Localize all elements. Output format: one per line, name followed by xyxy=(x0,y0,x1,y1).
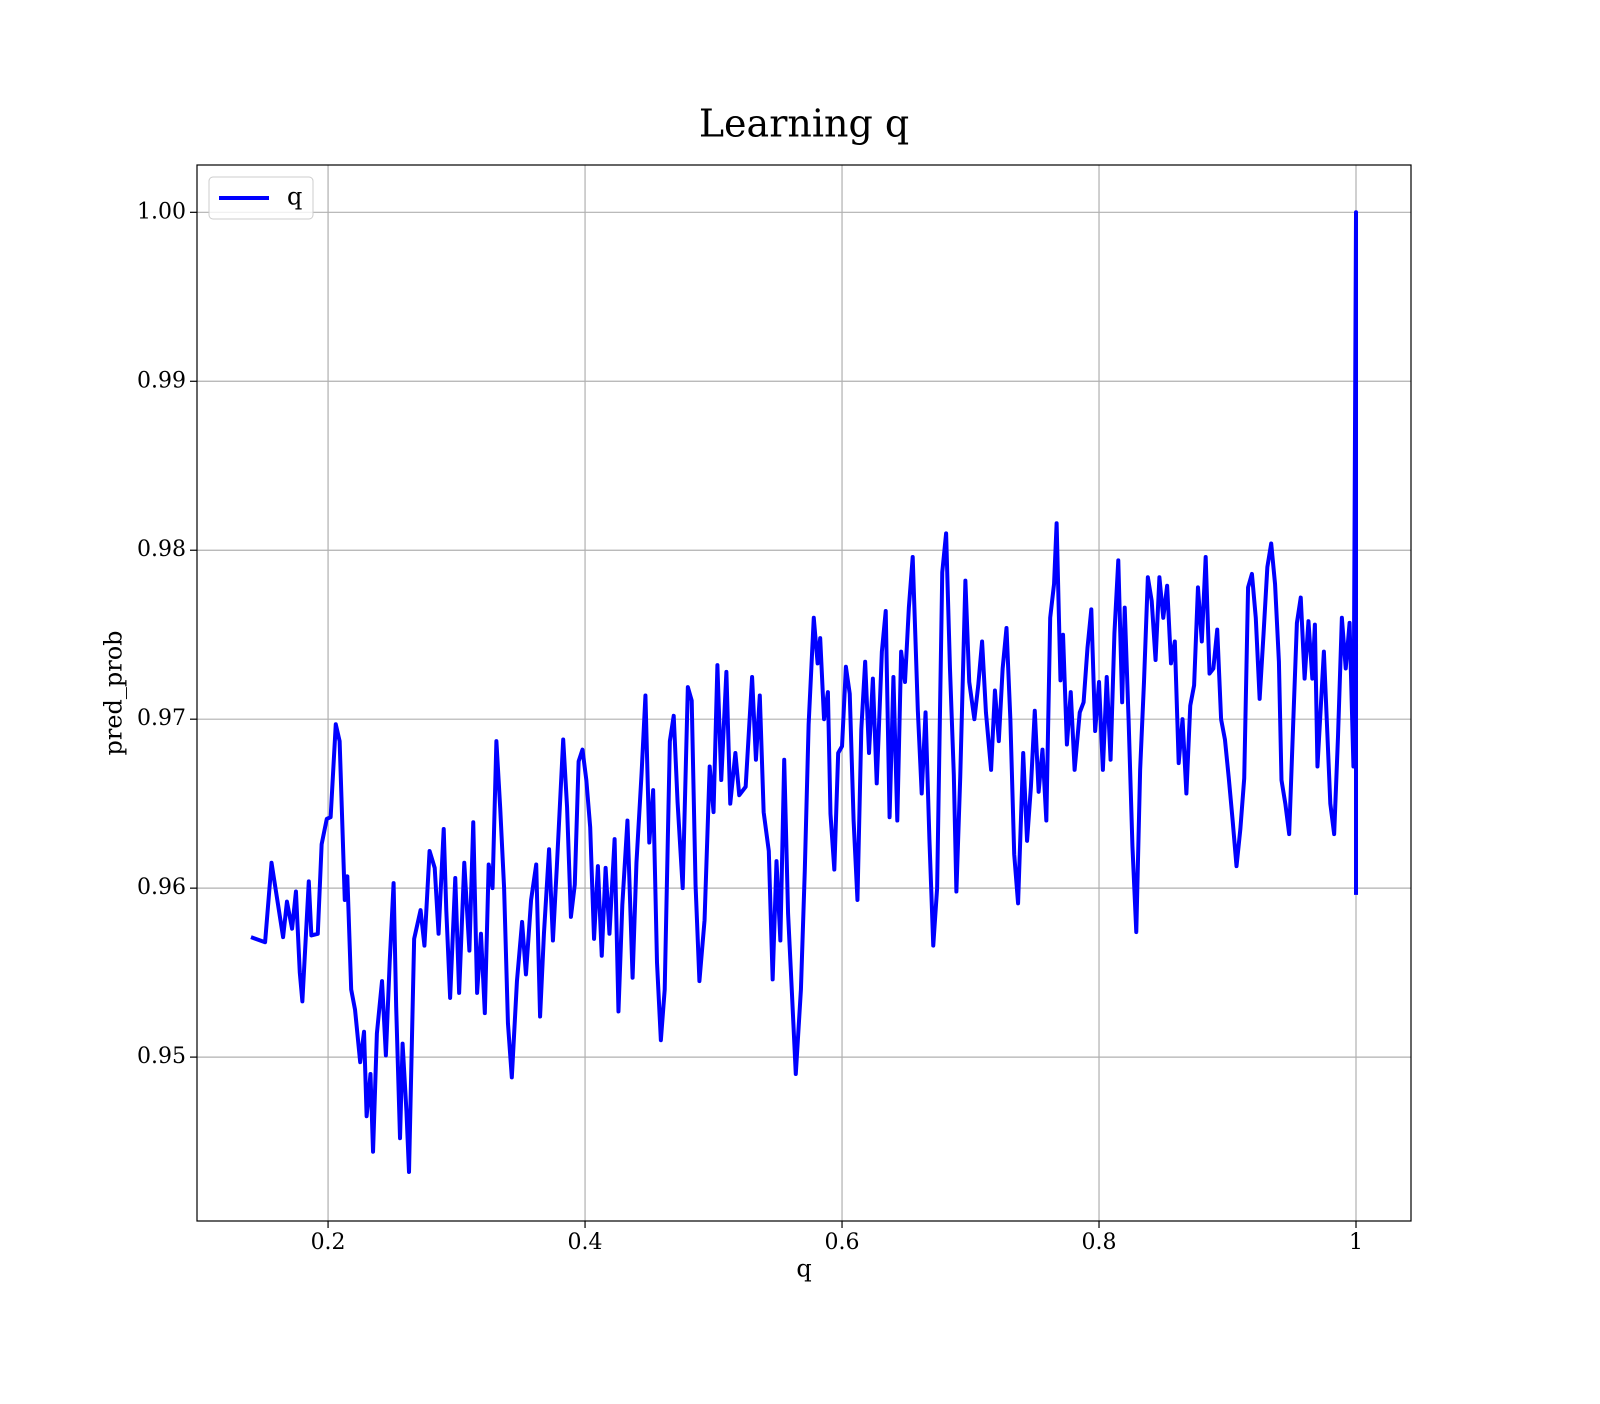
chart-title: Learning q xyxy=(699,102,909,146)
y-tick-label: 0.98 xyxy=(137,537,186,562)
legend: q xyxy=(208,176,314,220)
y-tick-label: 1.00 xyxy=(137,199,186,224)
plot-frame xyxy=(196,164,1412,1222)
x-tick-label: 1 xyxy=(1349,1230,1363,1255)
data-line xyxy=(250,210,1359,1174)
y-tick-label: 0.99 xyxy=(137,368,186,393)
y-tick-label: 0.96 xyxy=(137,875,186,900)
legend-label: q xyxy=(287,183,302,211)
y-axis-label: pred_prob xyxy=(100,630,128,755)
y-tick-label: 0.97 xyxy=(137,706,186,731)
x-axis-label: q xyxy=(796,1255,811,1283)
x-tick-label: 0.6 xyxy=(825,1230,860,1255)
x-tick-label: 0.2 xyxy=(311,1230,346,1255)
x-tick-label: 0.4 xyxy=(568,1230,603,1255)
x-tick-label: 0.8 xyxy=(1082,1230,1117,1255)
y-tick-label: 0.95 xyxy=(137,1044,186,1069)
